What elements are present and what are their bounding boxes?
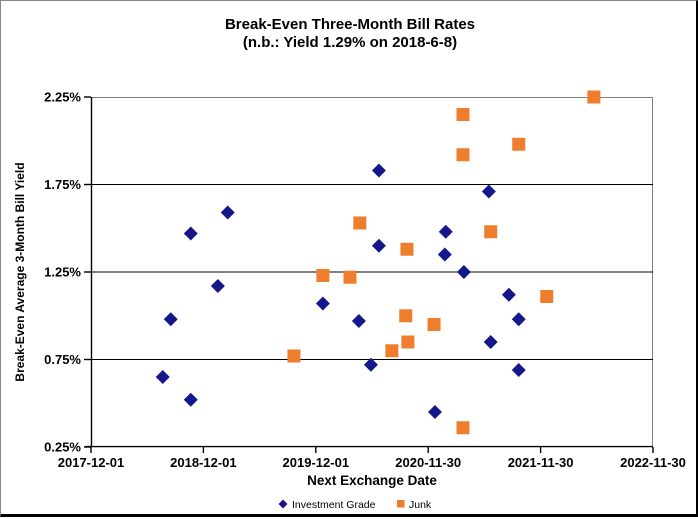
point-investment-grade — [155, 370, 170, 384]
point-investment-grade — [511, 363, 526, 377]
point-junk — [587, 90, 601, 104]
y-axis-ticks: 2.25% 1.75% 1.25% 0.75% 0.25% — [44, 90, 91, 455]
point-investment-grade — [210, 279, 225, 293]
point-investment-grade — [437, 247, 452, 262]
x-tick-label: 2017-12-01 — [58, 455, 125, 470]
point-investment-grade — [183, 226, 198, 241]
chart-subtitle: (n.b.: Yield 1.29% on 2018-6-8) — [243, 34, 457, 51]
point-investment-grade — [371, 238, 386, 253]
point-investment-grade — [501, 287, 516, 302]
y-tick-label: 0.25% — [44, 440, 81, 455]
legend: Investment Grade Junk — [278, 499, 432, 511]
point-junk — [401, 335, 415, 349]
point-investment-grade — [511, 312, 526, 327]
point-junk — [456, 148, 470, 162]
chart-title: Break-Even Three-Month Bill Rates — [225, 16, 475, 33]
point-junk — [540, 290, 554, 303]
y-tick-label: 1.25% — [44, 265, 81, 280]
point-investment-grade — [363, 357, 378, 372]
data-points — [155, 90, 601, 435]
point-investment-grade — [183, 392, 198, 407]
point-investment-grade — [351, 314, 366, 328]
point-junk — [427, 318, 441, 331]
point-junk — [353, 216, 367, 230]
y-tick-label: 1.75% — [44, 177, 81, 192]
point-investment-grade — [315, 296, 330, 311]
x-axis-ticks: 2017-12-01 2018-12-01 2019-12-01 2020-11-30… — [58, 447, 686, 470]
point-junk — [512, 137, 526, 151]
point-investment-grade — [427, 405, 442, 419]
point-junk — [399, 309, 413, 323]
point-junk — [287, 349, 301, 363]
point-investment-grade — [371, 163, 386, 178]
point-junk — [316, 269, 330, 282]
x-tick-label: 2021-11-30 — [508, 455, 574, 470]
point-junk — [400, 242, 414, 256]
legend-label-junk: Junk — [409, 499, 432, 511]
y-tick-label: 2.25% — [44, 90, 81, 105]
legend-marker-junk — [397, 500, 405, 508]
point-junk — [343, 270, 357, 284]
x-tick-label: 2018-12-01 — [170, 455, 237, 470]
x-tick-label: 2022-11-30 — [620, 455, 686, 470]
point-investment-grade — [220, 205, 235, 220]
point-junk — [456, 421, 470, 435]
x-tick-label: 2019-12-01 — [283, 455, 350, 470]
point-investment-grade — [438, 224, 453, 239]
point-investment-grade — [456, 265, 471, 279]
y-tick-label: 0.75% — [44, 352, 81, 367]
legend-label-investment-grade: Investment Grade — [292, 499, 376, 511]
point-junk — [484, 225, 498, 239]
point-investment-grade — [481, 184, 496, 199]
legend-marker-investment-grade — [278, 499, 288, 509]
point-junk — [456, 108, 470, 121]
x-tick-label: 2020-11-30 — [395, 455, 461, 470]
x-axis-title: Next Exchange Date — [307, 473, 437, 488]
point-junk — [385, 344, 399, 358]
point-investment-grade — [163, 312, 178, 327]
y-axis-title: Break-Even Average 3-Month Bill Yield — [13, 162, 27, 381]
point-investment-grade — [483, 335, 498, 349]
